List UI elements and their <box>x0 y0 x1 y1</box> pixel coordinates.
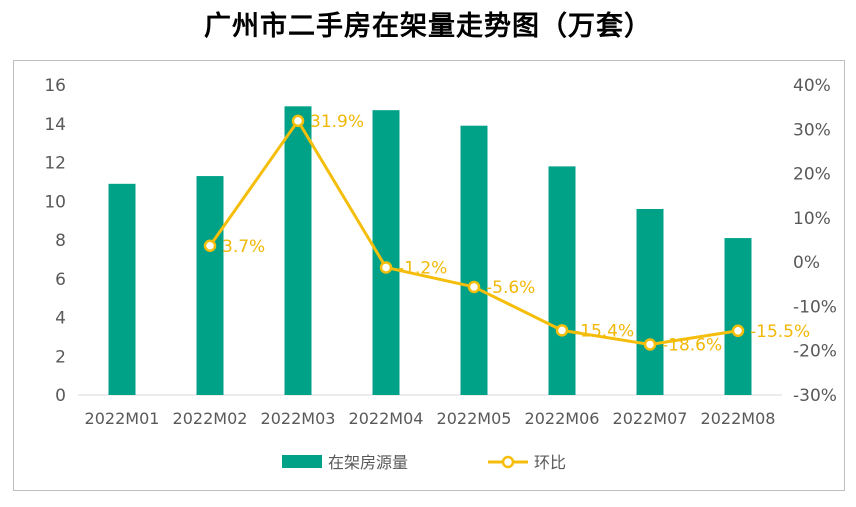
y-right-tick-label: -20% <box>793 342 837 362</box>
x-tick-label: 2022M03 <box>261 409 336 428</box>
y-left-tick-label: 2 <box>55 347 66 367</box>
bar <box>636 209 664 395</box>
x-tick-label: 2022M05 <box>437 409 512 428</box>
y-left-tick-label: 8 <box>55 231 66 251</box>
legend-line-label: 环比 <box>534 453 566 472</box>
y-right-tick-label: 20% <box>793 165 831 185</box>
line-point <box>467 280 481 294</box>
y-left-tick-label: 16 <box>44 76 66 96</box>
data-label: -15.4% <box>574 321 634 341</box>
y-right-tick-label: 40% <box>793 76 831 96</box>
data-label: 3.7% <box>222 237 265 257</box>
y-left-tick-label: 10 <box>44 192 66 212</box>
line-point <box>379 261 393 274</box>
y-right-tick-label: 0% <box>793 253 820 273</box>
data-label: -5.6% <box>486 278 535 298</box>
legend-bar-label: 在架房源量 <box>328 453 408 472</box>
bar <box>196 176 224 395</box>
data-label: -18.6% <box>662 336 722 356</box>
x-tick-label: 2022M06 <box>525 409 600 428</box>
y-right-tick-label: 10% <box>793 209 831 229</box>
bar <box>460 125 488 395</box>
y-right-tick-label: -10% <box>793 297 837 317</box>
bar <box>108 183 136 395</box>
data-label: 31.9% <box>310 112 364 132</box>
line-point <box>203 239 217 253</box>
line-point <box>291 114 305 128</box>
line-point <box>555 324 569 337</box>
line-point <box>731 324 745 338</box>
y-left-tick-label: 6 <box>55 270 66 290</box>
y-left-tick-label: 14 <box>44 115 66 135</box>
chart-frame <box>13 60 845 491</box>
bar <box>724 238 752 395</box>
x-tick-label: 2022M08 <box>701 409 776 428</box>
y-left-tick-label: 4 <box>55 309 66 329</box>
bar <box>548 166 576 395</box>
x-tick-label: 2022M01 <box>85 409 160 428</box>
y-right-tick-label: -30% <box>793 386 837 406</box>
legend-bar-swatch <box>282 455 322 468</box>
chart-title: 广州市二手房在架量走势图（万套） <box>204 11 652 42</box>
x-tick-label: 2022M07 <box>613 409 688 428</box>
bar <box>284 106 312 395</box>
line-point <box>643 338 657 351</box>
y-right-tick-label: 30% <box>793 120 831 140</box>
x-tick-label: 2022M04 <box>349 409 424 428</box>
data-label: -1.2% <box>398 258 447 278</box>
x-tick-label: 2022M02 <box>173 409 248 428</box>
y-left-tick-label: 12 <box>44 154 66 174</box>
legend-line-marker <box>501 455 515 469</box>
y-left-tick-label: 0 <box>55 386 66 406</box>
data-label: -15.5% <box>750 322 810 342</box>
